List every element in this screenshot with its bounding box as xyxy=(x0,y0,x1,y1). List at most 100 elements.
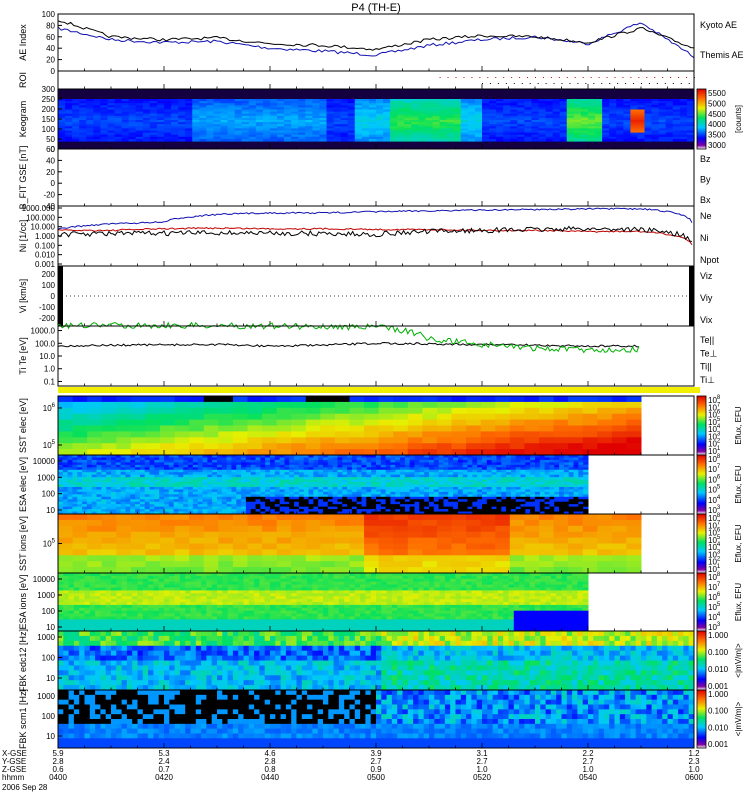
keogram-cell xyxy=(213,111,222,115)
esa-e-cell xyxy=(279,472,285,476)
esa-e-cell xyxy=(342,506,348,510)
esa-e-cell xyxy=(347,504,353,508)
esa-e-cell xyxy=(409,486,416,490)
keogram-cell xyxy=(192,126,200,129)
esa-e-cell xyxy=(260,482,266,485)
esa-e-cell xyxy=(77,474,83,478)
esa-e-cell xyxy=(260,511,266,515)
keogram-cell xyxy=(496,132,504,136)
esa-e-cell xyxy=(72,479,78,483)
esa-e-cell xyxy=(183,482,189,485)
sst-e-cell xyxy=(174,437,190,444)
esa-e-cell xyxy=(510,472,517,476)
esa-e-cell xyxy=(298,482,305,485)
esa-e-cell xyxy=(380,501,387,505)
keogram-cell xyxy=(538,138,547,142)
keogram-cell xyxy=(241,136,250,140)
esa-e-cell xyxy=(448,511,454,515)
keogram-cell xyxy=(255,109,264,113)
keogram-cell xyxy=(86,103,94,106)
keogram-cell xyxy=(333,124,342,127)
keogram-cell xyxy=(439,132,448,136)
keogram-cell xyxy=(658,130,667,134)
esa-e-cell xyxy=(207,484,213,488)
keogram-cell xyxy=(305,138,313,142)
esa-e-cell xyxy=(351,499,358,503)
keogram-cell xyxy=(149,126,158,129)
esa-e-cell xyxy=(115,511,122,515)
esa-e-cell xyxy=(535,472,541,476)
keogram-cell xyxy=(503,103,511,106)
keogram-cell xyxy=(517,126,525,129)
esa-e-cell xyxy=(270,479,276,483)
keogram-cell xyxy=(227,105,236,108)
sst-e-cell xyxy=(232,431,248,438)
esa-e-cell xyxy=(62,494,69,498)
sst-e-cell xyxy=(291,396,307,403)
esa-e-cell xyxy=(371,489,377,493)
keogram-cell xyxy=(467,101,476,104)
sst-e-cell xyxy=(334,407,350,415)
esa-e-cell xyxy=(318,496,324,500)
keogram-cell xyxy=(361,136,370,140)
keogram-cell xyxy=(482,138,490,142)
keogram-cell xyxy=(474,126,483,129)
roi-mark xyxy=(511,77,513,78)
esa-e-cell xyxy=(58,469,64,473)
keogram-cell xyxy=(418,107,427,111)
keogram-cell xyxy=(467,111,476,115)
esa-e-cell xyxy=(424,496,430,500)
esa-e-cell xyxy=(380,496,387,500)
esa-e-cell xyxy=(101,464,107,468)
esa-e-cell xyxy=(424,472,430,476)
keogram-cell xyxy=(298,130,306,134)
keogram-cell xyxy=(270,136,278,140)
keogram-cell xyxy=(361,128,370,132)
keogram-cell xyxy=(270,111,278,115)
esa-e-cell xyxy=(462,501,469,505)
esa-e-cell xyxy=(188,459,194,463)
keogram-cell xyxy=(496,134,504,138)
esa-e-cell xyxy=(453,484,459,488)
keogram-cell xyxy=(149,105,158,108)
esa-e-cell xyxy=(144,504,151,508)
keogram-cell xyxy=(284,136,292,140)
esa-e-cell xyxy=(361,459,367,463)
keogram-cell xyxy=(368,99,377,102)
keogram-cell xyxy=(185,124,193,127)
esa-e-cell xyxy=(332,462,338,466)
keogram-cell xyxy=(234,107,243,111)
esa-e-cell xyxy=(482,472,488,476)
keogram-ylabel: Keogram xyxy=(18,101,28,138)
keogram-cell xyxy=(79,103,87,106)
keogram-cell xyxy=(86,107,94,111)
esa-e-cell xyxy=(67,504,73,508)
esa-e-cell xyxy=(515,469,522,473)
keogram-cell xyxy=(432,107,441,111)
esa-e-cell xyxy=(159,494,165,498)
esa-e-cell xyxy=(202,477,208,481)
esa-e-cell xyxy=(385,494,391,498)
sst-e-cell xyxy=(262,413,278,421)
esa-e-cell xyxy=(347,469,353,473)
esa-e-cell xyxy=(164,464,170,468)
sst-e-cell xyxy=(334,419,350,426)
keogram-cell xyxy=(234,122,243,125)
keogram-cell xyxy=(453,113,462,117)
keogram-cell xyxy=(658,111,667,115)
esa-e-cell xyxy=(496,462,502,466)
esa-e-cell xyxy=(448,501,454,505)
keogram-cell xyxy=(65,138,73,142)
keogram-cell xyxy=(298,101,306,104)
esa-e-cell xyxy=(342,489,348,493)
keogram-cell xyxy=(213,107,222,111)
keogram-cell xyxy=(503,134,511,138)
keogram-cell xyxy=(616,136,624,140)
esa-e-cell xyxy=(241,467,247,471)
keogram-cell xyxy=(199,132,207,136)
keogram-cell xyxy=(298,111,306,115)
keogram-cell xyxy=(517,130,525,134)
esa-e-cell xyxy=(366,459,372,463)
sst-e-cell xyxy=(305,449,321,456)
esa-e-cell xyxy=(424,494,430,498)
